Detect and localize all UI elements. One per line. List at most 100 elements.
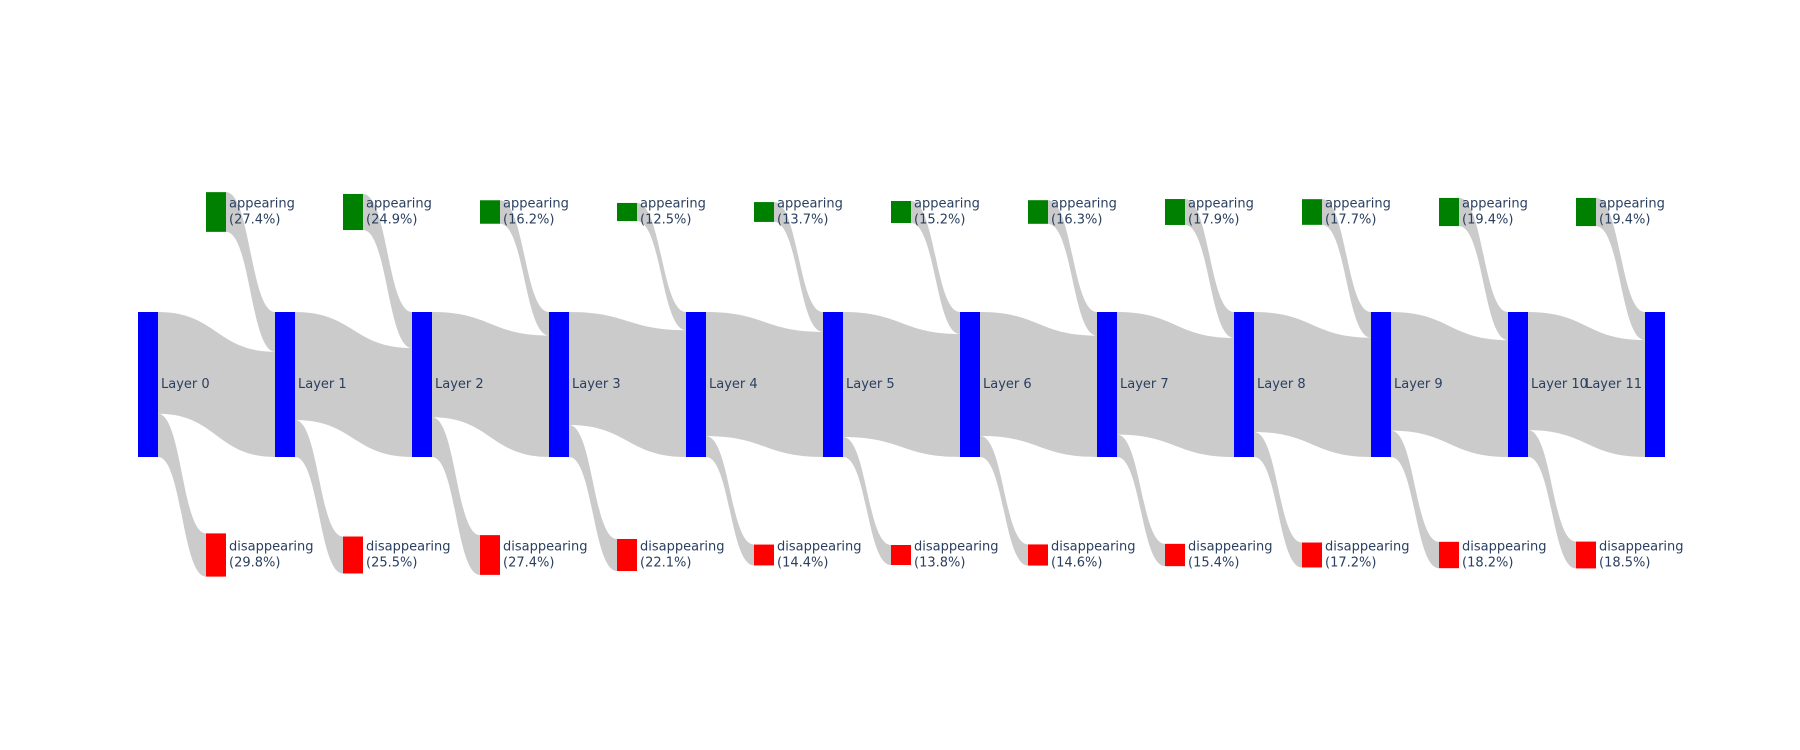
disappearing-link (1391, 430, 1439, 569)
continuing-link (706, 312, 823, 457)
disappearing-link (706, 436, 754, 566)
continuing-link (569, 312, 686, 457)
layer-label: Layer 10 (1531, 377, 1588, 392)
disappearing-label: disappearing (914, 540, 999, 555)
appearing-node (1439, 197, 1459, 227)
appearing-percent-label: (27.4%) (229, 213, 280, 228)
layer-label: Layer 9 (1394, 377, 1443, 392)
disappearing-node (1576, 541, 1596, 569)
appearing-node (206, 192, 226, 232)
appearing-node (891, 200, 911, 224)
appearing-node (480, 200, 500, 224)
disappearing-percent-label: (17.2%) (1325, 556, 1376, 571)
disappearing-node (754, 544, 774, 566)
appearing-label: appearing (914, 197, 980, 212)
disappearing-percent-label: (29.8%) (229, 556, 280, 571)
appearing-label: appearing (366, 197, 432, 212)
disappearing-node (617, 538, 637, 572)
disappearing-node (1028, 544, 1048, 566)
appearing-label: appearing (1325, 197, 1391, 212)
appearing-node (1165, 199, 1185, 225)
continuing-link (158, 312, 275, 457)
disappearing-link (432, 417, 480, 575)
appearing-link (363, 193, 412, 349)
appearing-node (343, 193, 363, 231)
appearing-link (1596, 197, 1645, 341)
layer-label: Layer 4 (709, 377, 758, 392)
disappearing-node (891, 544, 911, 566)
appearing-percent-label: (24.9%) (366, 213, 417, 228)
disappearing-percent-label: (22.1%) (640, 556, 691, 571)
sankey-links (158, 192, 1645, 577)
continuing-link (432, 312, 549, 457)
appearing-node (617, 202, 637, 222)
disappearing-node (1439, 541, 1459, 569)
layer-label: Layer 5 (846, 377, 895, 392)
disappearing-node (1165, 543, 1185, 567)
appearing-percent-label: (15.2%) (914, 213, 965, 228)
disappearing-percent-label: (18.2%) (1462, 556, 1513, 571)
appearing-percent-label: (13.7%) (777, 213, 828, 228)
appearing-node (1576, 197, 1596, 227)
disappearing-label: disappearing (640, 540, 725, 555)
appearing-link (911, 200, 960, 335)
disappearing-percent-label: (13.8%) (914, 556, 965, 571)
disappearing-link (158, 413, 206, 577)
layer-label: Layer 6 (983, 377, 1032, 392)
appearing-label: appearing (640, 197, 706, 212)
disappearing-label: disappearing (503, 540, 588, 555)
disappearing-percent-label: (15.4%) (1188, 556, 1239, 571)
disappearing-node (480, 535, 500, 575)
disappearing-link (1117, 434, 1165, 567)
appearing-link (500, 200, 549, 336)
disappearing-node (206, 533, 226, 577)
appearing-node (1302, 199, 1322, 225)
layer-node (686, 312, 706, 457)
layer-node (138, 312, 158, 457)
disappearing-label: disappearing (1462, 540, 1547, 555)
sankey-nodes (138, 192, 1665, 577)
appearing-label: appearing (1051, 197, 1117, 212)
layer-node (1508, 312, 1528, 457)
layer-node (823, 312, 843, 457)
disappearing-label: disappearing (777, 540, 862, 555)
disappearing-percent-label: (25.5%) (366, 556, 417, 571)
disappearing-percent-label: (27.4%) (503, 556, 554, 571)
appearing-node (754, 202, 774, 222)
disappearing-percent-label: (18.5%) (1599, 556, 1650, 571)
disappearing-label: disappearing (1051, 540, 1136, 555)
appearing-percent-label: (19.4%) (1599, 213, 1650, 228)
layer-label: Layer 8 (1257, 377, 1306, 392)
layer-label: Layer 11 (1585, 377, 1642, 392)
appearing-label: appearing (777, 197, 843, 212)
appearing-link (1459, 197, 1508, 341)
continuing-link (1528, 312, 1645, 457)
disappearing-link (295, 420, 343, 574)
disappearing-label: disappearing (1599, 540, 1684, 555)
appearing-percent-label: (16.3%) (1051, 213, 1102, 228)
layer-label: Layer 7 (1120, 377, 1169, 392)
appearing-label: appearing (1462, 197, 1528, 212)
layer-label: Layer 2 (435, 377, 484, 392)
disappearing-percent-label: (14.4%) (777, 556, 828, 571)
disappearing-link (980, 435, 1028, 566)
disappearing-link (1254, 432, 1302, 568)
disappearing-link (843, 436, 891, 566)
disappearing-percent-label: (14.6%) (1051, 556, 1102, 571)
appearing-label: appearing (1599, 197, 1665, 212)
disappearing-node (343, 536, 363, 574)
layer-node (549, 312, 569, 457)
continuing-link (295, 312, 412, 457)
disappearing-label: disappearing (229, 540, 314, 555)
disappearing-label: disappearing (1325, 540, 1410, 555)
layer-node (1371, 312, 1391, 457)
layer-node (1234, 312, 1254, 457)
appearing-link (774, 202, 823, 332)
appearing-percent-label: (16.2%) (503, 213, 554, 228)
appearing-node (1028, 200, 1048, 224)
appearing-link (1185, 199, 1234, 338)
continuing-link (843, 312, 960, 457)
appearing-percent-label: (17.9%) (1188, 213, 1239, 228)
appearing-link (637, 202, 686, 331)
